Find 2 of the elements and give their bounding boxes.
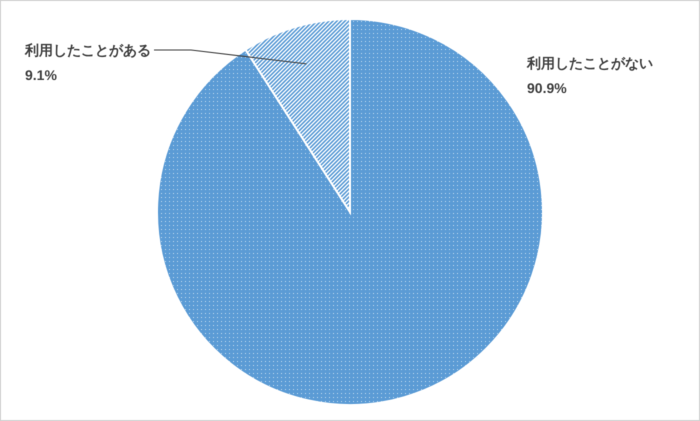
slice-label: 利用したことがある [24,42,151,58]
data-label: 9.1% [25,67,58,83]
